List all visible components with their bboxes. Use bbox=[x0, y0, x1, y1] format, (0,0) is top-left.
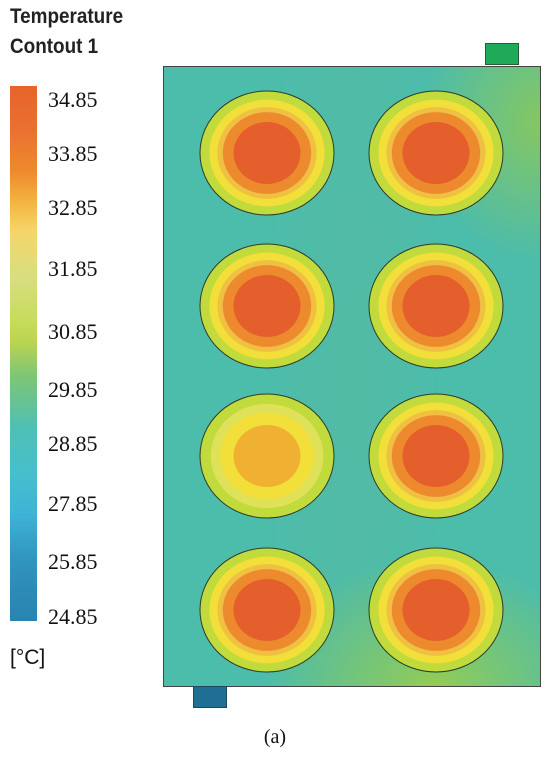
contour-band bbox=[402, 425, 470, 487]
legend-title-line2: Contout 1 bbox=[10, 35, 99, 58]
contour-band bbox=[233, 579, 301, 641]
battery-cell-3-2 bbox=[368, 393, 504, 519]
tick-label: 30.85 bbox=[48, 319, 98, 344]
battery-cell-4-1 bbox=[199, 547, 335, 673]
contour-band bbox=[233, 425, 301, 487]
contour-band bbox=[402, 122, 470, 184]
battery-cell-2-1 bbox=[199, 243, 335, 369]
tick-label: 24.85 bbox=[48, 604, 98, 629]
figure-caption: (a) bbox=[263, 726, 287, 748]
contour-band bbox=[233, 275, 301, 337]
tick-label: 33.85 bbox=[48, 141, 98, 166]
contour-band bbox=[402, 275, 470, 337]
cooling-plate bbox=[163, 66, 541, 687]
contour-band bbox=[402, 579, 470, 641]
coolant-outlet-port bbox=[485, 43, 519, 65]
battery-cell-1-2 bbox=[368, 90, 504, 216]
tick-label: 31.85 bbox=[48, 256, 98, 281]
legend-title: Temperature Contout 1 bbox=[10, 2, 123, 62]
battery-cell-3-1 bbox=[199, 393, 335, 519]
tick-label: 34.85 bbox=[48, 87, 98, 112]
tick-label: 25.85 bbox=[48, 549, 98, 574]
coolant-inlet-port bbox=[193, 686, 227, 708]
battery-cell-2-2 bbox=[368, 243, 504, 369]
color-scale-bar bbox=[10, 86, 37, 621]
tick-label: 28.85 bbox=[48, 431, 98, 456]
tick-label: 27.85 bbox=[48, 491, 98, 516]
battery-cell-1-1 bbox=[199, 90, 335, 216]
legend-title-line1: Temperature bbox=[10, 5, 124, 28]
unit-label: [°C] bbox=[10, 646, 46, 669]
battery-cell-4-2 bbox=[368, 547, 504, 673]
tick-label: 29.85 bbox=[48, 377, 98, 402]
contour-band bbox=[233, 122, 301, 184]
tick-label: 32.85 bbox=[48, 195, 98, 220]
color-scale-ticks: 34.85 33.85 32.85 31.85 30.85 29.85 28.8… bbox=[48, 0, 128, 757]
battery-cells-layer bbox=[199, 90, 504, 673]
